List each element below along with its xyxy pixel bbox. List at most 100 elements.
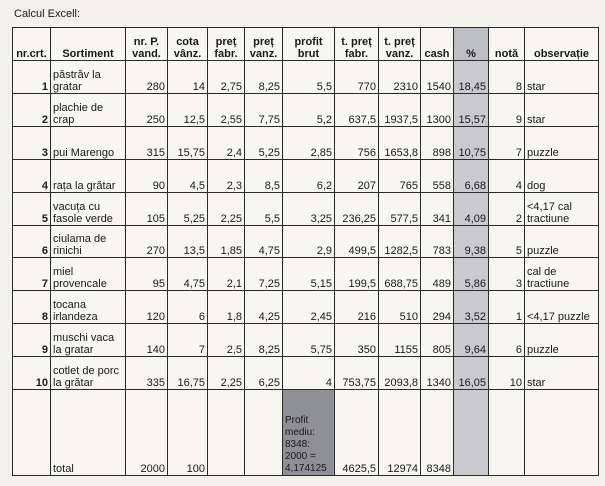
cell-cash: 1300 bbox=[420, 92, 454, 127]
cell-cash: 489 bbox=[420, 257, 454, 292]
table-body: 1 păstrăv la gratar 280 14 2,75 8,25 5,5 770 231… bbox=[12, 60, 599, 476]
cell-obs: star bbox=[524, 356, 599, 391]
total-empty-cell bbox=[488, 389, 525, 476]
cell-cash: 341 bbox=[420, 191, 454, 226]
cell-fabr: 2,3 bbox=[207, 158, 245, 193]
cell-vanz: 8,5 bbox=[244, 158, 283, 193]
cell-sortiment: pui Marengo bbox=[50, 125, 126, 160]
cell-nota: 10 bbox=[488, 356, 525, 391]
cell-nr: 7 bbox=[12, 257, 51, 292]
cell-sortiment: muschi vaca la gratar bbox=[50, 323, 126, 358]
cell-obs: star bbox=[524, 60, 599, 94]
cell-profit: 2,85 bbox=[282, 125, 335, 160]
cell-fabr: 2,75 bbox=[207, 60, 245, 94]
cell-vand: 270 bbox=[125, 224, 168, 259]
cell-tfabr: 236,25 bbox=[334, 191, 379, 226]
column-header: preț vanz. bbox=[244, 27, 283, 61]
cell-profit: 5,5 bbox=[282, 60, 335, 94]
cell-cash: 294 bbox=[420, 290, 454, 325]
cell-pct: 16,05 bbox=[453, 356, 489, 391]
cell-tvanz: 1282,5 bbox=[378, 224, 421, 259]
cell-pct: 5,86 bbox=[453, 257, 489, 292]
total-tvanz: 12974 bbox=[378, 389, 421, 476]
cell-sortiment: miel provencale bbox=[50, 257, 126, 292]
cell-fabr: 2,5 bbox=[207, 323, 245, 358]
cell-nr: 6 bbox=[12, 224, 51, 259]
column-header: cash bbox=[420, 27, 454, 61]
cell-nr: 5 bbox=[12, 191, 51, 226]
cell-cash: 783 bbox=[420, 224, 454, 259]
table-row: 3 pui Marengo 315 15,75 2,4 5,25 2,85 756 1653,8… bbox=[12, 125, 599, 160]
cell-vanz: 5,5 bbox=[244, 191, 283, 226]
total-tfabr: 4625,5 bbox=[334, 389, 379, 476]
cell-tfabr: 753,75 bbox=[334, 356, 379, 391]
table-row: 5 vacuța cu fasole verde 105 5,25 2,25 5,5 3,2… bbox=[12, 191, 599, 226]
cell-cota: 7 bbox=[167, 323, 208, 358]
cell-vanz: 8,25 bbox=[244, 323, 283, 358]
cell-pct: 10,75 bbox=[453, 125, 489, 160]
cell-profit: 4 bbox=[282, 356, 335, 391]
table-row: 2 plachie de crap 250 12,5 2,55 7,75 5,2 637,5 1… bbox=[12, 92, 599, 127]
cell-profit: 6,2 bbox=[282, 158, 335, 193]
cell-pct: 3,52 bbox=[453, 290, 489, 325]
cell-nr: 10 bbox=[12, 356, 51, 391]
cell-cash: 1340 bbox=[420, 356, 454, 391]
cell-tfabr: 756 bbox=[334, 125, 379, 160]
cell-tfabr: 207 bbox=[334, 158, 379, 193]
cell-obs: puzzle bbox=[524, 323, 599, 358]
cell-sortiment: plachie de crap bbox=[50, 92, 126, 127]
cell-sortiment: ciulama de rinichi bbox=[50, 224, 126, 259]
cell-cota: 16,75 bbox=[167, 356, 208, 391]
cell-vanz: 8,25 bbox=[244, 60, 283, 94]
cell-tfabr: 350 bbox=[334, 323, 379, 358]
cell-cota: 14 bbox=[167, 60, 208, 94]
cell-fabr: 2,25 bbox=[207, 356, 245, 391]
calculation-table: nr.crt. Sortiment nr. P. vand. cota vânz. pr… bbox=[12, 27, 599, 476]
cell-tvanz: 1653,8 bbox=[378, 125, 421, 160]
cell-profit: 2,9 bbox=[282, 224, 335, 259]
table-row: 1 păstrăv la gratar 280 14 2,75 8,25 5,5 770 231… bbox=[12, 60, 599, 94]
cell-vanz: 7,75 bbox=[244, 92, 283, 127]
column-header: nr.crt. bbox=[12, 27, 51, 61]
cell-cota: 13,5 bbox=[167, 224, 208, 259]
cell-nota: 5 bbox=[488, 224, 525, 259]
total-empty-cell bbox=[524, 389, 599, 476]
cell-vand: 315 bbox=[125, 125, 168, 160]
cell-obs: puzzle bbox=[524, 224, 599, 259]
cell-pct: 4,09 bbox=[453, 191, 489, 226]
cell-nr: 4 bbox=[12, 158, 51, 193]
cell-obs: puzzle bbox=[524, 125, 599, 160]
cell-cash: 558 bbox=[420, 158, 454, 193]
cell-sortiment: rața la grătar bbox=[50, 158, 126, 193]
total-empty-cell bbox=[207, 389, 245, 476]
cell-vand: 140 bbox=[125, 323, 168, 358]
cell-cota: 6 bbox=[167, 290, 208, 325]
cell-vanz: 6,25 bbox=[244, 356, 283, 391]
cell-tfabr: 216 bbox=[334, 290, 379, 325]
cell-vand: 335 bbox=[125, 356, 168, 391]
cell-vand: 90 bbox=[125, 158, 168, 193]
column-header: profit brut bbox=[282, 27, 335, 61]
table-row: 7 miel provencale 95 4,75 2,1 7,25 5,15 199,5 68… bbox=[12, 257, 599, 292]
cell-profit: 5,15 bbox=[282, 257, 335, 292]
cell-fabr: 2,55 bbox=[207, 92, 245, 127]
sheet-caption: Calcul Excell: bbox=[14, 8, 81, 20]
table-row: 8 tocana irlandeza 120 6 1,8 4,25 2,45 216 510 29… bbox=[12, 290, 599, 325]
cell-pct: 18,45 bbox=[453, 60, 489, 94]
cell-tvanz: 510 bbox=[378, 290, 421, 325]
cell-nr: 2 bbox=[12, 92, 51, 127]
cell-tvanz: 2310 bbox=[378, 60, 421, 94]
cell-nota: 8 bbox=[488, 60, 525, 94]
cell-vanz: 4,25 bbox=[244, 290, 283, 325]
cell-tvanz: 577,5 bbox=[378, 191, 421, 226]
cell-vand: 250 bbox=[125, 92, 168, 127]
cell-pct: 9,38 bbox=[453, 224, 489, 259]
cell-obs: <4,17 cal tractiune bbox=[524, 191, 599, 226]
cell-nota: 4 bbox=[488, 158, 525, 193]
cell-profit: 5,2 bbox=[282, 92, 335, 127]
total-vand: 2000 bbox=[125, 389, 168, 476]
cell-fabr: 2,25 bbox=[207, 191, 245, 226]
cell-nota: 2 bbox=[488, 191, 525, 226]
cell-obs: dog bbox=[524, 158, 599, 193]
cell-obs: star bbox=[524, 92, 599, 127]
